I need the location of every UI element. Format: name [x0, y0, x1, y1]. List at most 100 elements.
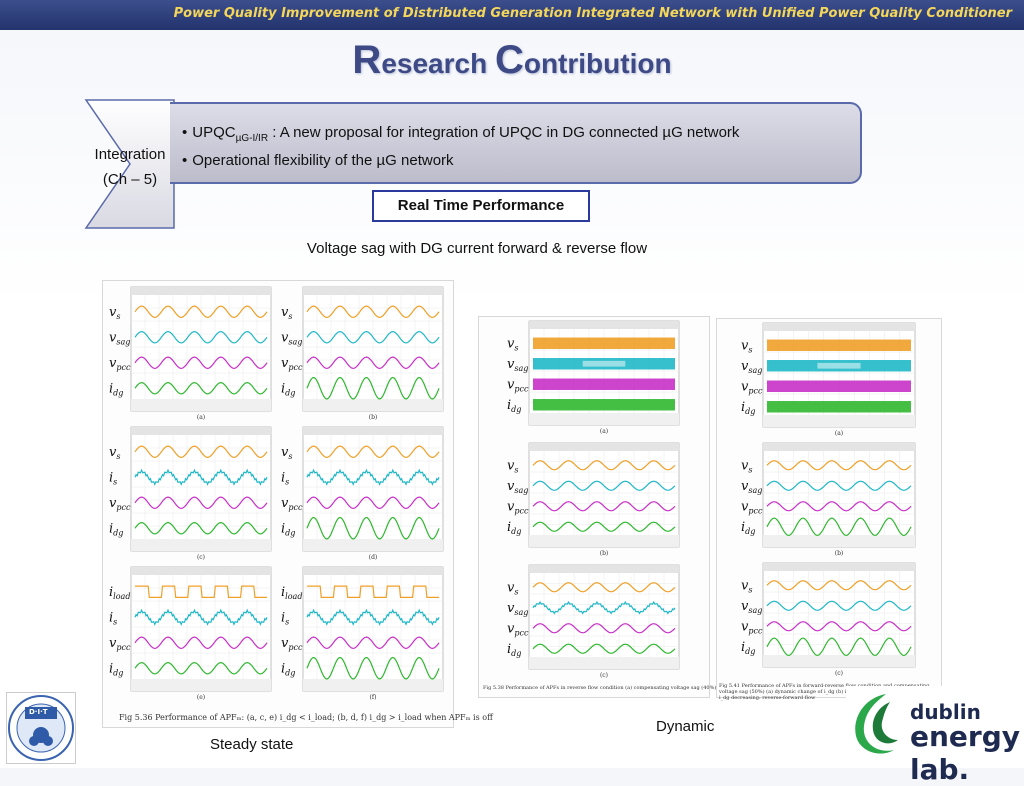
waveform-trace — [532, 460, 676, 471]
subfigure-letter: (f) — [370, 694, 377, 701]
trace-label: idg — [507, 398, 521, 414]
trace-label: idg — [109, 521, 123, 537]
waveform-trace — [766, 637, 912, 657]
trace-label: vsag — [507, 479, 528, 495]
subfigure-letter: (c) — [600, 672, 608, 679]
trace-label: vs — [741, 338, 752, 354]
waveform-trace — [766, 501, 912, 512]
logo-text-energy-lab: energy lab. — [910, 720, 1021, 786]
waveform-trace — [306, 496, 440, 510]
subfigure-letter: (a) — [835, 430, 843, 437]
trace-label: vpcc — [741, 379, 763, 395]
waveform-band — [533, 378, 675, 390]
trace-label: vs — [741, 578, 752, 594]
figure-dynamic-1: vs vsag vpcc idg (a) vs vsag vpcc idg (b) vs vsag vp… — [478, 316, 833, 698]
dynamic-oscillograms-2: vs vsag vpcc idg (a) vs vsag vpcc idg (b) vs vsag vp… — [741, 322, 916, 677]
bullet-subscript: µG-I/IR — [235, 133, 269, 144]
trace-label: vs — [109, 445, 120, 461]
waveform-trace — [532, 600, 676, 615]
trace-label: vsag — [507, 357, 528, 373]
oscilloscope-frame — [130, 286, 272, 412]
oscilloscope-frame — [302, 566, 444, 692]
sag-region — [582, 360, 626, 367]
waveform-trace — [766, 580, 912, 591]
trace-label: idg — [507, 642, 521, 658]
subfigure-letter: (d) — [369, 554, 378, 561]
dyn2-figure-caption: Fig 5.41 Performance of APFs in forward-… — [719, 683, 938, 701]
waveform-trace — [306, 356, 440, 370]
trace-label: vpcc — [507, 621, 529, 637]
subfigure-letter: (e) — [197, 694, 205, 701]
trace-label: vsag — [741, 359, 762, 375]
chevron-line-1: Integration — [94, 146, 166, 163]
waveform-trace — [134, 608, 268, 626]
trace-label: idg — [109, 661, 123, 677]
oscilloscope-frame — [528, 320, 680, 426]
trace-label: vpcc — [507, 377, 529, 393]
steady-figure-caption: Fig 5.36 Performance of APFₘ: (a, c, e) … — [119, 713, 493, 722]
dyn1-figure-caption: Fig 5.38 Performance of APFs in reverse … — [483, 685, 833, 691]
trace-label: idg — [109, 381, 123, 397]
waveform-band — [767, 339, 911, 351]
waveform-trace — [532, 521, 676, 532]
bullet-item-2: Operational flexibility of the µG networ… — [182, 150, 860, 172]
trace-label: vpcc — [281, 496, 303, 512]
subfigure-letter: (b) — [369, 414, 378, 421]
energy-swirl-icon — [855, 694, 898, 754]
title-word-1: esearch — [381, 48, 495, 79]
waveform-trace — [306, 376, 440, 400]
trace-label: vpcc — [741, 499, 763, 515]
caption-voltage-sag: Voltage sag with DG current forward & re… — [306, 240, 648, 257]
trace-label: vpcc — [507, 499, 529, 515]
trace-label: vsag — [507, 601, 528, 617]
waveform-trace — [134, 330, 268, 344]
chevron-label: Integration (Ch – 5) — [84, 142, 176, 192]
waveform-trace — [306, 445, 440, 459]
oscilloscope-frame — [130, 566, 272, 692]
trace-label: vpcc — [281, 636, 303, 652]
waveform-trace — [766, 517, 912, 537]
waveform-trace — [134, 496, 268, 510]
trace-label: is — [281, 470, 289, 486]
waveform-trace — [766, 480, 912, 491]
waveform-trace — [134, 381, 268, 395]
dynamic-oscillograms-1: vs vsag vpcc idg (a) vs vsag vpcc idg (b) vs vsag vp… — [507, 320, 680, 679]
subfigure-letter: (a) — [600, 428, 608, 435]
caption-steady-state: Steady state — [210, 736, 294, 753]
waveform-trace — [766, 460, 912, 471]
title-initial-c: C — [494, 38, 524, 82]
trace-label: idg — [281, 661, 295, 677]
oscilloscope-frame — [130, 426, 272, 552]
waveform-trace — [532, 643, 676, 654]
waveform-trace — [135, 585, 267, 598]
waveform-band — [533, 399, 675, 411]
waveform-trace — [134, 468, 268, 486]
waveform-trace — [532, 480, 676, 491]
trace-label: vpcc — [109, 636, 131, 652]
trace-label: is — [109, 610, 117, 626]
slide-title: Research Contribution — [0, 38, 1024, 83]
waveform-band — [767, 380, 911, 392]
dit-logo: D·I·T — [6, 692, 76, 764]
waveform-trace — [306, 608, 440, 626]
trace-label: idg — [281, 521, 295, 537]
trace-label: vsag — [109, 330, 130, 346]
trace-label: vpcc — [109, 356, 131, 372]
waveform-trace — [134, 661, 268, 675]
waveform-trace — [766, 600, 912, 611]
trace-label: vsag — [741, 599, 762, 615]
trace-label: idg — [507, 520, 521, 536]
trace-label: vs — [741, 458, 752, 474]
waveform-trace — [532, 623, 676, 634]
figure-dynamic-2: vs vsag vpcc idg (a) vs vsag vpcc idg (b) vs vsag vp… — [716, 318, 942, 701]
waveform-trace — [306, 305, 440, 319]
subfigure-letter: (b) — [600, 550, 609, 557]
waveform-trace — [134, 305, 268, 319]
header-bar: Power Quality Improvement of Distributed… — [0, 0, 1024, 30]
trace-label: idg — [281, 381, 295, 397]
trace-label: vpcc — [109, 496, 131, 512]
caption-dynamic: Dynamic — [656, 718, 715, 735]
trace-label: idg — [741, 400, 755, 416]
oscilloscope-frame — [302, 286, 444, 412]
trace-label: iload — [109, 585, 130, 601]
